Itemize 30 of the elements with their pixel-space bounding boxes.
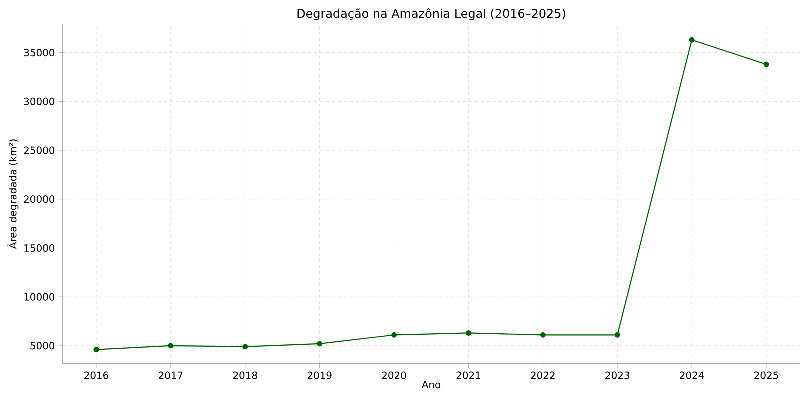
x-axis-title: Ano [422, 381, 441, 389]
point [317, 341, 323, 347]
y-axis-title: Área degradada (km²) [7, 140, 19, 250]
point [614, 332, 620, 338]
x-tick-label: 2022 [531, 372, 555, 380]
x-tick-label: 2023 [606, 372, 630, 380]
point [540, 332, 546, 338]
x-tick-label: 2016 [84, 372, 109, 380]
point [94, 347, 100, 353]
y-tick-label: 10000 [24, 293, 55, 301]
y-tick-label: 20000 [24, 196, 55, 204]
x-tick-label: 2018 [233, 372, 258, 380]
x-tick-label: 2020 [382, 372, 406, 380]
x-tick-label: 2019 [308, 372, 332, 380]
chart-title: Degradação na Amazônia Legal (2016–2025) [298, 8, 566, 20]
y-tick-label: 5000 [30, 342, 55, 350]
point [392, 332, 398, 338]
point [168, 343, 174, 349]
point [242, 344, 248, 350]
y-tick-label: 25000 [24, 146, 55, 154]
y-tick-label: 15000 [24, 244, 55, 252]
y-tick-label: 30000 [24, 98, 55, 106]
point [689, 37, 695, 43]
point [764, 62, 770, 68]
x-tick-label: 2021 [456, 372, 480, 380]
x-tick-label: 2024 [680, 372, 704, 380]
x-tick-label: 2017 [159, 372, 183, 380]
point [466, 330, 472, 336]
y-tick-label: 35000 [24, 49, 55, 57]
x-tick-label: 2025 [754, 372, 778, 380]
